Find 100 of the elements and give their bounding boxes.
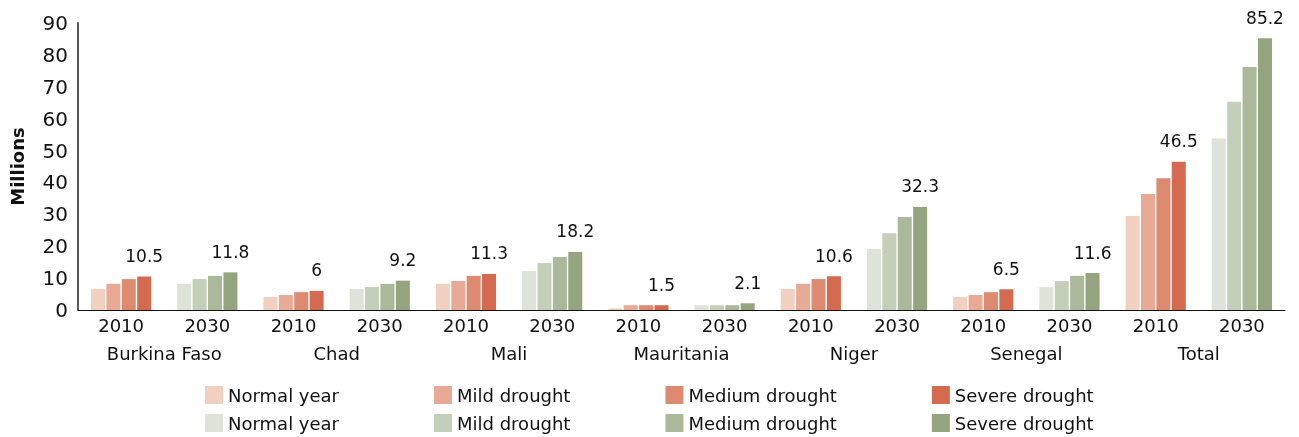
- bar: [999, 289, 1014, 310]
- data-label: 1.5: [647, 274, 676, 295]
- y-tick-label: 40: [42, 170, 68, 195]
- y-tick-label: 80: [42, 42, 68, 67]
- bar: [192, 279, 207, 310]
- data-label: 11.8: [211, 241, 250, 262]
- legend-label: Severe drought: [954, 384, 1094, 406]
- data-label: 11.6: [1073, 242, 1112, 263]
- legend-label: Normal year: [228, 412, 340, 434]
- y-tick-label: 0: [55, 298, 68, 322]
- y-tick-label: 10: [42, 266, 68, 291]
- text: Total: [1176, 342, 1220, 364]
- bar: [466, 275, 481, 310]
- bar: [1039, 287, 1054, 310]
- legend-label: Medium drought: [688, 412, 837, 434]
- bar: [537, 263, 552, 310]
- text: Chad: [313, 342, 360, 364]
- text: Burkina Faso: [106, 342, 222, 364]
- bar: [1171, 161, 1186, 310]
- bar: [522, 271, 537, 310]
- bar: [882, 233, 897, 310]
- bar: [1070, 275, 1085, 310]
- bar: [435, 283, 450, 310]
- x-tick-label: 2010: [1132, 314, 1179, 336]
- legend-label: Severe drought: [954, 412, 1094, 434]
- bar: [552, 257, 567, 310]
- x-tick-label: 2030: [1046, 314, 1093, 336]
- bar: [223, 272, 238, 310]
- x-tick-label: 2010: [443, 314, 489, 336]
- bar: [482, 273, 497, 310]
- x-tick-label: 2030: [701, 314, 748, 336]
- bar: [278, 295, 293, 310]
- legend-label: Mild drought: [457, 384, 571, 406]
- bar: [568, 251, 583, 310]
- bar: [263, 296, 278, 310]
- bar: [694, 305, 709, 310]
- bar: [1125, 215, 1140, 310]
- bar: [1211, 138, 1226, 310]
- bar: [294, 292, 309, 310]
- bar: [208, 275, 223, 310]
- bar: [897, 216, 912, 310]
- bar: [121, 279, 136, 310]
- x-tick-label: 2030: [184, 314, 231, 336]
- bar: [1085, 273, 1100, 310]
- bar: [796, 283, 811, 310]
- data-label: 10.6: [814, 245, 853, 266]
- bar: [623, 305, 638, 310]
- text: Niger: [829, 342, 879, 364]
- bar: [811, 279, 826, 310]
- bar: [953, 296, 968, 310]
- y-tick-label: 20: [42, 234, 68, 259]
- data-label: 46.5: [1159, 131, 1198, 152]
- legend-label: Medium drought: [688, 384, 837, 406]
- bar: [709, 305, 724, 310]
- x-tick-label: 2010: [98, 314, 145, 336]
- bar: [395, 280, 410, 310]
- text: Mauritania: [633, 342, 730, 364]
- bar: [451, 280, 466, 310]
- bar: [380, 283, 395, 310]
- y-axis-title: Millions: [6, 127, 28, 206]
- bar: [137, 276, 152, 310]
- data-label: 6: [311, 260, 323, 281]
- x-tick-label: 2030: [874, 314, 920, 336]
- data-label: 6.5: [992, 258, 1020, 279]
- text: Mali: [490, 342, 528, 364]
- y-tick-label: 60: [42, 106, 68, 131]
- bar: [1257, 38, 1272, 310]
- bar: [106, 283, 121, 310]
- data-label: 9.2: [389, 250, 417, 271]
- bar: [968, 295, 983, 310]
- data-label: 2.1: [734, 272, 762, 293]
- bar: [725, 305, 740, 310]
- data-label: 18.2: [556, 221, 595, 242]
- bar: [780, 288, 795, 310]
- bar: [309, 290, 324, 310]
- x-tick-label: 2010: [615, 314, 662, 336]
- bar: [1156, 178, 1171, 310]
- x-tick-label: 2030: [356, 314, 403, 336]
- y-tick-label: 70: [42, 74, 68, 99]
- bar: [826, 276, 841, 310]
- x-tick-label: 2030: [529, 314, 576, 336]
- bar: [91, 288, 106, 310]
- bar: [349, 288, 364, 310]
- data-label: 85.2: [1246, 7, 1284, 28]
- bar: [913, 207, 928, 310]
- bar: [983, 292, 998, 310]
- bar: [866, 249, 881, 310]
- data-label: 10.5: [125, 246, 164, 267]
- bar: [654, 305, 669, 310]
- bar: [639, 305, 654, 310]
- y-tick-label: 30: [42, 202, 68, 227]
- y-tick-label: 90: [42, 11, 68, 35]
- x-tick-label: 2010: [270, 314, 317, 336]
- text: Senegal: [990, 342, 1063, 364]
- data-label: 11.3: [470, 243, 508, 264]
- legend-label: Normal year: [228, 384, 340, 406]
- bar: [177, 283, 192, 310]
- x-tick-label: 2010: [960, 314, 1007, 336]
- bar: [1054, 280, 1069, 310]
- y-tick-label: 50: [42, 138, 68, 163]
